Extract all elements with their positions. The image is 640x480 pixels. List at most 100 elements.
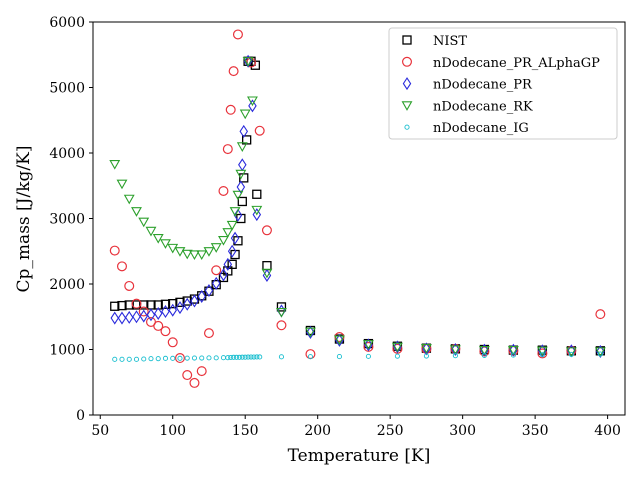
x-axis-label: Temperature [K] <box>288 446 431 466</box>
data-point <box>196 366 207 377</box>
data-point <box>168 298 178 309</box>
data-point <box>595 309 606 320</box>
data-point <box>152 234 164 244</box>
data-point <box>220 355 227 361</box>
series-2 <box>110 54 605 358</box>
data-point <box>365 353 371 359</box>
data-point <box>507 346 519 356</box>
data-point <box>230 231 240 245</box>
data-point <box>213 355 219 361</box>
data-point <box>116 261 127 272</box>
data-point <box>223 257 233 271</box>
x-tick-label: 150 <box>232 423 259 439</box>
data-point <box>449 345 461 356</box>
data-point <box>452 353 458 359</box>
data-point <box>364 338 373 352</box>
data-point <box>276 308 287 318</box>
data-point <box>181 249 193 260</box>
data-point <box>236 142 248 152</box>
data-point <box>218 235 229 246</box>
data-point <box>237 196 247 207</box>
data-point <box>110 301 120 311</box>
y-tick-label: 5000 <box>49 81 85 97</box>
data-point <box>539 352 545 358</box>
series-3 <box>109 57 606 357</box>
data-point <box>225 104 236 115</box>
data-point <box>175 297 185 307</box>
data-point <box>138 306 149 317</box>
data-point <box>262 261 272 271</box>
data-point <box>174 247 186 257</box>
data-point <box>232 29 243 40</box>
data-point <box>189 377 200 388</box>
data-point <box>335 333 344 347</box>
data-point <box>184 355 190 361</box>
data-point <box>170 355 176 361</box>
data-point <box>219 268 228 282</box>
data-point <box>239 354 245 360</box>
data-point <box>203 247 215 257</box>
data-point <box>225 355 231 361</box>
legend-label: nDodecane_PR <box>433 78 533 93</box>
legend-marker <box>402 35 412 45</box>
data-point <box>597 351 603 357</box>
data-point <box>333 335 345 346</box>
series-4 <box>112 351 603 362</box>
legend-marker <box>402 56 413 67</box>
x-tick-label: 50 <box>91 423 109 439</box>
data-point <box>222 228 234 238</box>
data-point <box>155 356 161 362</box>
ticks-layer: 50 100 150 200 250 300 350 40001000200030004000… <box>49 15 621 439</box>
data-point <box>138 217 150 228</box>
data-point <box>247 96 258 107</box>
data-point <box>228 66 239 77</box>
data-point <box>251 205 263 216</box>
data-point <box>257 354 263 360</box>
data-point <box>218 185 229 196</box>
data-point <box>175 301 185 315</box>
data-point <box>304 327 316 338</box>
y-tick-label: 4000 <box>49 146 85 162</box>
data-point <box>394 353 400 359</box>
data-point <box>210 243 222 253</box>
data-point <box>306 325 315 339</box>
x-tick-label: 400 <box>594 423 621 439</box>
data-point <box>139 309 148 323</box>
data-point <box>510 352 516 358</box>
data-point <box>227 259 237 270</box>
data-point <box>235 169 247 180</box>
data-point <box>206 355 212 361</box>
data-point <box>131 207 142 217</box>
data-point <box>245 354 251 360</box>
data-point <box>124 280 135 291</box>
data-point <box>153 306 163 320</box>
data-point <box>131 298 142 309</box>
legend-label: nDodecane_PR_ALphaGP <box>433 56 600 71</box>
data-point <box>145 226 157 237</box>
data-point <box>124 310 134 324</box>
legend-label: NIST <box>433 34 467 49</box>
x-tick-label: 100 <box>159 423 186 439</box>
data-point <box>211 265 222 276</box>
data-point <box>139 300 149 310</box>
data-point <box>123 194 135 205</box>
data-point <box>254 125 265 136</box>
y-tick-label: 3000 <box>49 212 85 228</box>
legend: NIST nDodecane_PR_ALphaGP nDodecane_PR nDod… <box>388 27 618 140</box>
data-point <box>197 289 206 303</box>
data-point <box>276 302 287 312</box>
data-point <box>177 355 183 361</box>
data-point <box>420 344 432 354</box>
data-point <box>423 353 429 359</box>
data-point <box>261 225 272 236</box>
data-point <box>236 354 242 360</box>
data-point <box>229 207 241 217</box>
y-tick-label: 6000 <box>49 15 85 31</box>
data-point <box>141 356 147 362</box>
data-point <box>242 57 254 67</box>
data-point <box>167 243 179 254</box>
data-point <box>233 208 243 222</box>
data-point <box>191 355 198 361</box>
data-point <box>162 355 169 361</box>
data-point <box>203 328 214 339</box>
